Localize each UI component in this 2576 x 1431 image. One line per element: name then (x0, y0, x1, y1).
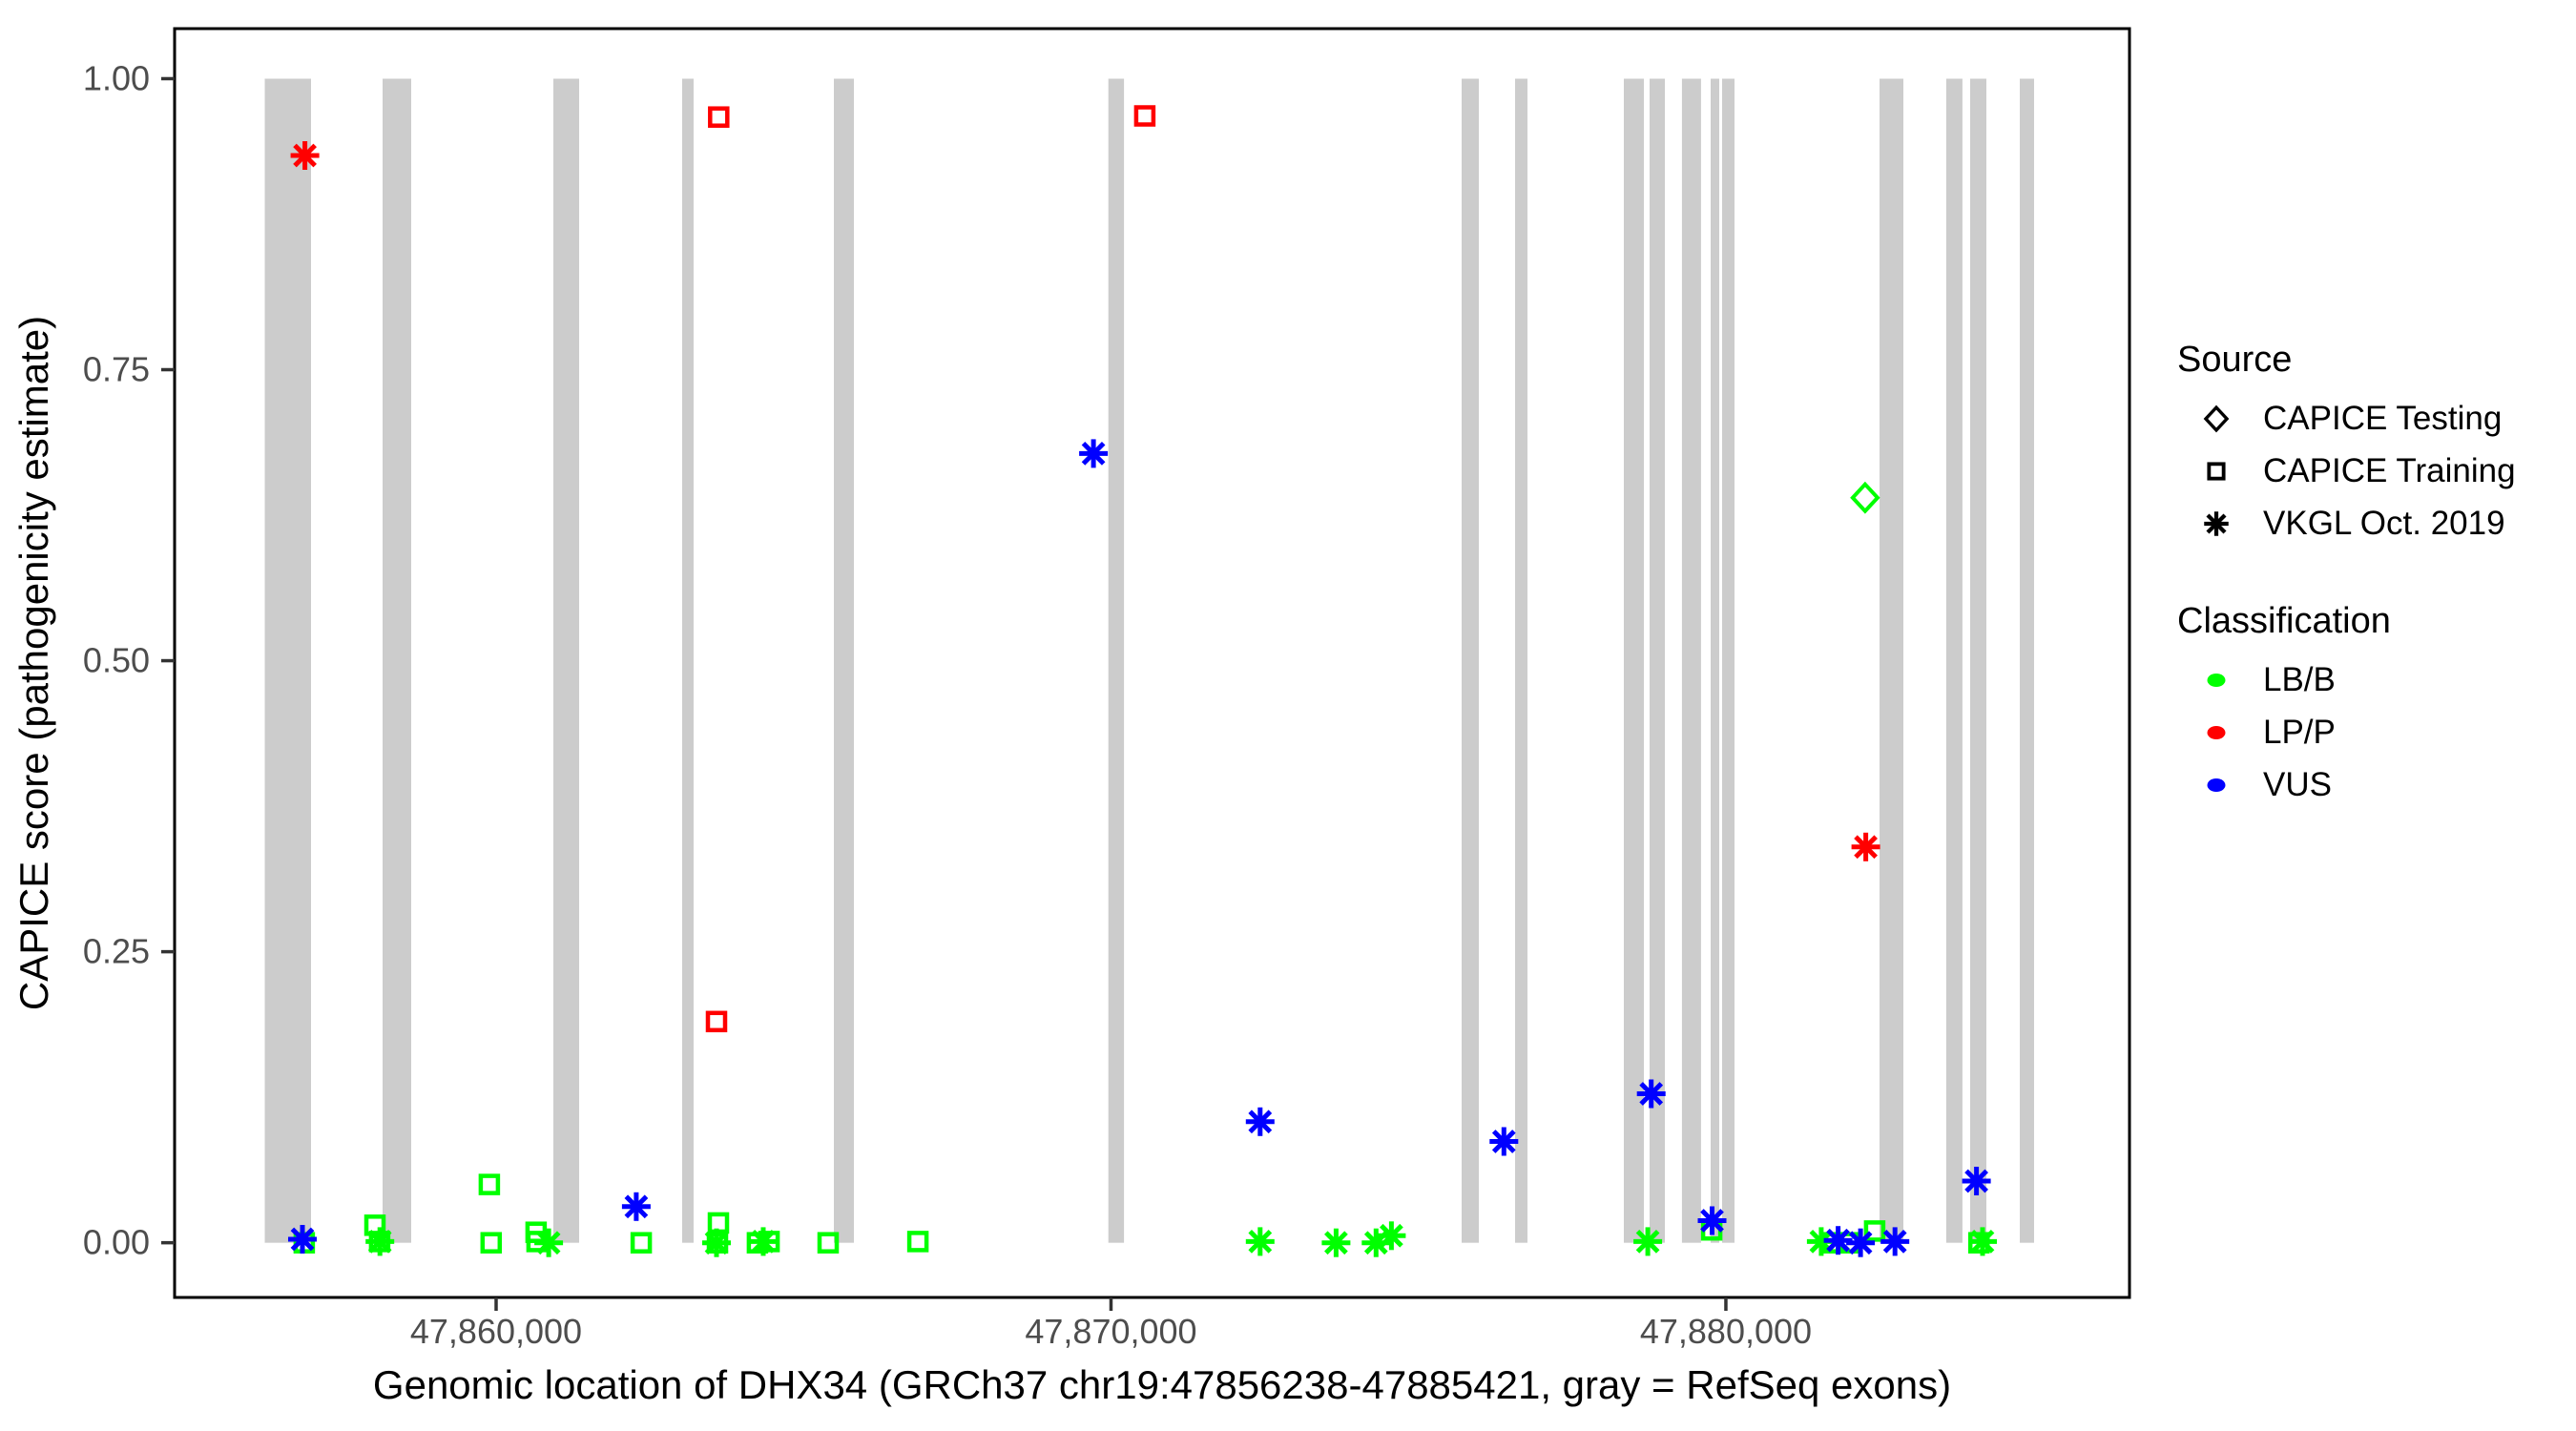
asterisk-key-glyph (2204, 510, 2229, 536)
y-axis-tick-label: 0.00 (83, 1223, 150, 1262)
data-point-square (705, 1010, 728, 1033)
classification-key-glyph (2207, 673, 2226, 687)
classification-dot-icon (2194, 711, 2238, 755)
data-point-asterisk (1489, 1127, 1519, 1156)
y-axis-tick-label: 0.75 (83, 350, 150, 389)
data-point-asterisk (621, 1192, 651, 1221)
data-point-asterisk (1846, 1228, 1876, 1257)
data-point-asterisk (1697, 1206, 1727, 1235)
data-point-asterisk (1962, 1167, 1991, 1195)
y-axis-title: CAPICE score (pathogenicity estimate) (11, 315, 56, 1011)
legend-classification-item: VUS (2177, 758, 2516, 811)
x-axis-tick-label: 47,860,000 (410, 1312, 582, 1351)
exon-bar (1945, 78, 1963, 1243)
classification-key-glyph (2207, 725, 2226, 739)
data-point-asterisk (749, 1227, 778, 1256)
exon-bar (834, 78, 854, 1243)
data-point-square (1863, 1220, 1886, 1242)
classification-key-glyph (2207, 778, 2226, 792)
legend-classification-item-label: LP/P (2263, 713, 2336, 751)
x-axis-title: Genomic location of DHX34 (GRCh37 chr19:… (372, 1362, 1952, 1407)
exon-bar (1462, 78, 1479, 1243)
asterisk-marker-icon (2194, 502, 2238, 546)
data-point-asterisk (702, 1228, 731, 1257)
classification-dot-icon (2194, 763, 2238, 807)
legend-source-item: CAPICE Testing (2177, 392, 2516, 445)
data-point-asterisk (365, 1227, 395, 1256)
legend-classification-items: LB/B LP/P VUS (2177, 653, 2516, 811)
data-point-asterisk (1377, 1221, 1406, 1251)
data-point-asterisk (534, 1228, 564, 1257)
legend-classification-item-label: LB/B (2263, 660, 2336, 698)
exon-bar (2020, 78, 2034, 1243)
data-point-asterisk (1245, 1107, 1275, 1136)
exon-bar (553, 78, 579, 1243)
data-point-asterisk (1968, 1227, 1997, 1256)
exon-bar (264, 78, 311, 1243)
diamond-key-glyph (2203, 404, 2230, 432)
data-point-asterisk (1079, 439, 1109, 468)
data-point-square (480, 1232, 503, 1254)
y-axis-tick-label: 0.25 (83, 932, 150, 971)
data-point-asterisk (290, 141, 320, 170)
data-point-diamond (1850, 481, 1880, 514)
legend-classification-item: LP/P (2177, 706, 2516, 758)
y-axis-tick-label: 1.00 (83, 58, 150, 97)
legend-source-item-label: VKGL Oct. 2019 (2263, 504, 2505, 542)
legend-source-item: VKGL Oct. 2019 (2177, 497, 2516, 550)
data-point-square (630, 1232, 653, 1254)
data-point-square (1133, 105, 1156, 127)
panel-border (173, 27, 2131, 1299)
x-axis-tick-label: 47,880,000 (1640, 1312, 1812, 1351)
data-point-asterisk (288, 1225, 317, 1254)
legend-classification-item: LB/B (2177, 653, 2516, 706)
data-point-asterisk (1245, 1227, 1275, 1256)
data-point-square (817, 1232, 840, 1254)
x-axis-tick-label: 47,870,000 (1025, 1312, 1196, 1351)
classification-dot-icon (2194, 658, 2238, 702)
diamond-marker-icon (2194, 397, 2238, 441)
exon-bar (1515, 78, 1527, 1243)
exon-bar (1711, 78, 1719, 1243)
exon-bar (1108, 78, 1125, 1243)
exon-bar (1650, 78, 1665, 1243)
exon-bar (383, 78, 411, 1243)
legend-source-title: Source (2177, 340, 2293, 380)
legend-source-item-label: CAPICE Testing (2263, 399, 2503, 437)
y-axis-tick-label: 0.50 (83, 641, 150, 680)
data-point-square (708, 106, 730, 128)
data-point-asterisk (1636, 1079, 1666, 1109)
data-point-asterisk (1321, 1228, 1351, 1257)
legend-classification-group: Classification LB/B LP/P VUS (2177, 601, 2516, 811)
exon-bar (1970, 78, 1986, 1243)
legend-classification-item-label: VUS (2263, 765, 2332, 803)
legend-source-item: CAPICE Training (2177, 445, 2516, 497)
square-marker-icon (2194, 449, 2238, 493)
exon-bar (1722, 78, 1735, 1243)
exon-bar (1880, 78, 1903, 1243)
data-point-asterisk (1633, 1227, 1663, 1256)
data-point-asterisk (1880, 1227, 1910, 1256)
legend-source-group: Source CAPICE Testing CAPICE Training VKGL… (2177, 340, 2516, 550)
legend-classification-title: Classification (2177, 601, 2391, 641)
legend-source-items: CAPICE Testing CAPICE Training VKGL Oct. 2… (2177, 392, 2516, 550)
exon-bar (682, 78, 694, 1243)
exon-bar (1624, 78, 1644, 1243)
data-point-square (906, 1231, 929, 1253)
data-point-square (478, 1173, 501, 1195)
data-point-asterisk (1851, 832, 1880, 861)
square-key-glyph (2207, 461, 2226, 481)
exon-bar (1681, 78, 1701, 1243)
legend-source-item-label: CAPICE Training (2263, 451, 2516, 489)
legend: Source CAPICE Testing CAPICE Training VKGL… (2177, 340, 2516, 811)
